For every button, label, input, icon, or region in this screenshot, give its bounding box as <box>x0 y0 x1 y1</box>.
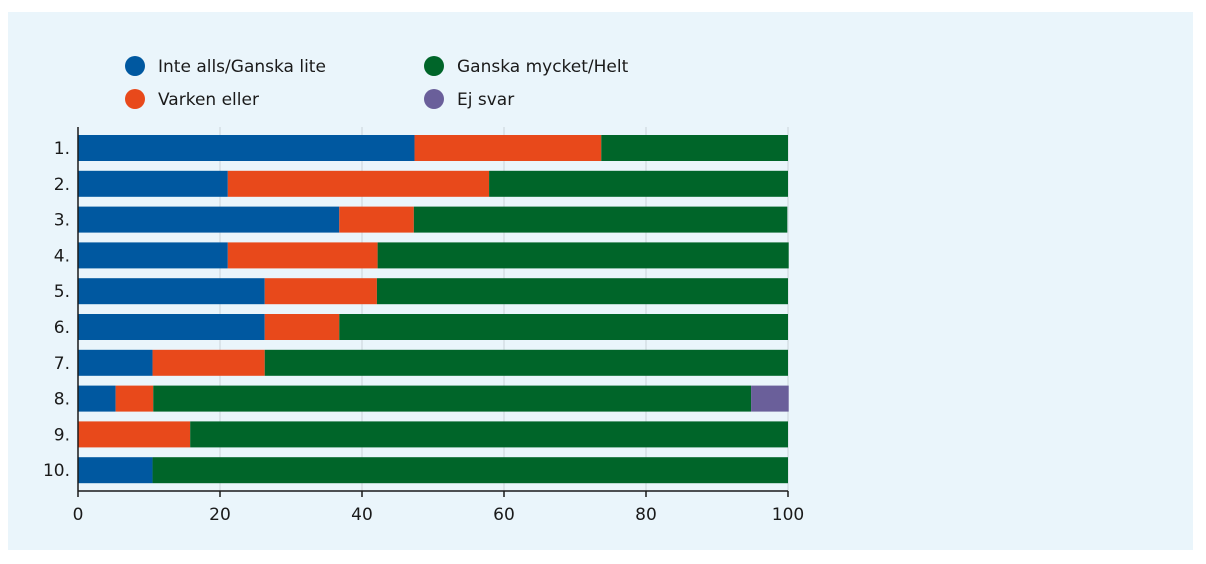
legend-label-1: Inte alls/Ganska lite <box>158 57 326 77</box>
y-tick-label-1: 1. <box>54 139 70 159</box>
x-tick-labels: 0 20 40 60 80 100 <box>73 505 805 525</box>
bar-row-10-series-1 <box>78 457 153 484</box>
bars <box>78 135 789 484</box>
legend-label-3: Ganska mycket/Helt <box>457 57 629 77</box>
bar-row-6-series-2 <box>264 314 340 340</box>
y-tick-label-2: 2. <box>54 175 70 195</box>
legend-marker-3 <box>424 56 444 76</box>
bar-row-9-series-3 <box>190 421 788 448</box>
bar-row-5-series-1 <box>78 278 265 305</box>
bar-row-3-series-2 <box>339 206 414 233</box>
bar-row-5-series-3 <box>376 278 788 305</box>
bar-row-1-series-3 <box>601 135 788 161</box>
bar-row-7-series-3 <box>264 349 789 376</box>
bar-row-8-series-1 <box>78 385 116 412</box>
y-tick-label-5: 5. <box>54 282 70 302</box>
y-tick-label-9: 9. <box>54 425 70 445</box>
y-tick-label-3: 3. <box>54 211 70 231</box>
legend: Inte alls/Ganska lite Varken eller Ganska … <box>125 56 629 110</box>
legend-marker-1 <box>125 56 145 76</box>
bar-row-2-series-2 <box>227 170 490 197</box>
bar-row-8-series-3 <box>153 385 752 412</box>
x-tick-label-4: 80 <box>635 505 657 525</box>
axes <box>77 127 789 497</box>
bar-row-7-series-2 <box>152 349 265 376</box>
y-tick-label-8: 8. <box>54 390 70 410</box>
x-tick-label-1: 20 <box>209 505 231 525</box>
y-tick-label-6: 6. <box>54 318 70 338</box>
y-tick-labels: 1. 2. 3. 4. 5. 6. 7. 8. 9. 10. <box>43 139 70 481</box>
legend-marker-4 <box>424 89 444 109</box>
bar-row-9-series-2 <box>78 421 191 448</box>
y-tick-label-10: 10. <box>43 461 70 481</box>
bar-row-1-series-1 <box>78 135 415 161</box>
bar-row-2-series-3 <box>489 170 788 197</box>
bar-row-1-series-2 <box>414 135 602 161</box>
chart-panel: Inte alls/Ganska lite Varken eller Ganska … <box>8 12 1193 550</box>
bar-row-3-series-1 <box>78 206 340 233</box>
bar-row-4-series-2 <box>227 242 378 269</box>
bar-row-4-series-3 <box>377 242 789 269</box>
legend-marker-2 <box>125 89 145 109</box>
bar-row-2-series-1 <box>78 170 228 197</box>
x-tick-label-3: 60 <box>493 505 515 525</box>
bar-row-6-series-3 <box>339 314 788 340</box>
stacked-bar-chart: Inte alls/Ganska lite Varken eller Ganska … <box>43 56 805 525</box>
bar-row-8-series-2 <box>115 385 154 412</box>
y-tick-label-7: 7. <box>54 354 70 374</box>
bar-row-8-series-4 <box>751 385 789 412</box>
x-tick-label-0: 0 <box>73 505 84 525</box>
legend-label-2: Varken eller <box>158 90 259 110</box>
bar-row-10-series-3 <box>152 457 789 484</box>
bar-row-6-series-1 <box>78 314 265 340</box>
y-tick-label-4: 4. <box>54 246 70 266</box>
bar-row-7-series-1 <box>78 349 153 376</box>
bar-row-4-series-1 <box>78 242 228 269</box>
x-tick-label-5: 100 <box>772 505 804 525</box>
bar-row-3-series-3 <box>413 206 788 233</box>
bar-row-5-series-2 <box>264 278 377 305</box>
legend-label-4: Ej svar <box>457 90 514 110</box>
x-tick-label-2: 40 <box>351 505 373 525</box>
